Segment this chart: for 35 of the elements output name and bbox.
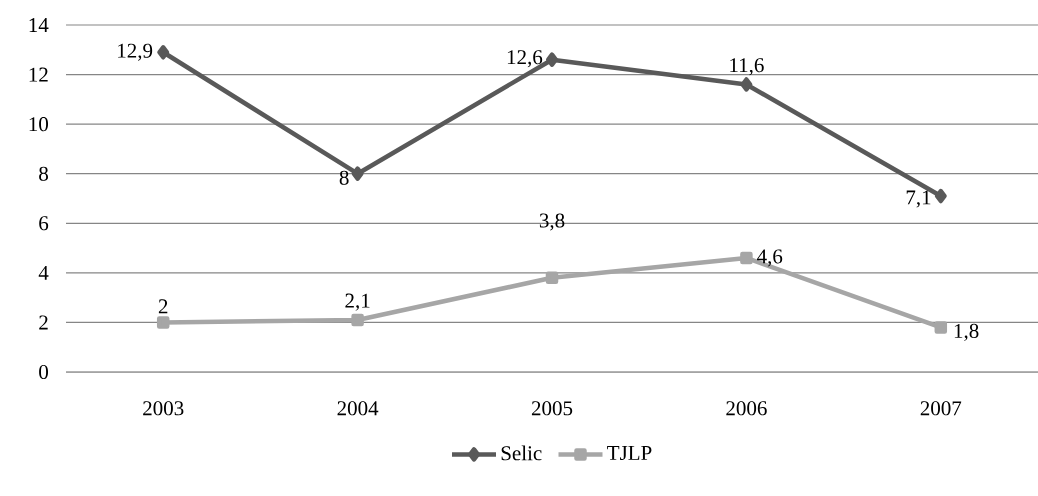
data-label: 7,1 [906, 190, 931, 208]
point [156, 316, 170, 329]
data-label: 11,6 [730, 58, 764, 76]
data-label: 4,6 [757, 249, 783, 267]
data-label: 1,8 [954, 323, 979, 341]
y-tick-label: 6 [39, 216, 49, 231]
point [934, 188, 947, 204]
point [157, 45, 170, 60]
y-tick-label: 4 [38, 265, 49, 280]
point [546, 52, 558, 67]
x-tick-label: 2004 [337, 401, 379, 416]
x-tick-label: 2005 [531, 401, 573, 416]
data-label: 2 [158, 299, 168, 314]
point [934, 321, 948, 334]
point [740, 251, 753, 265]
data-label: 2,1 [345, 293, 370, 311]
data-label: 3,8 [539, 213, 565, 231]
y-tick-label: 2 [39, 315, 48, 330]
x-tick-label: 2006 [726, 401, 767, 416]
x-tick-label: 2007 [920, 401, 962, 416]
point [351, 313, 364, 327]
x-tick-label: 2003 [143, 401, 184, 416]
y-tick-label: 14 [29, 18, 49, 32]
data-label: 12,9 [118, 43, 153, 61]
y-tick-label: 8 [39, 166, 49, 181]
point [351, 166, 364, 181]
data-label: 8 [339, 170, 349, 185]
legend-label: TJLP [607, 446, 652, 460]
point [545, 271, 559, 285]
y-tick-label: 12 [29, 67, 48, 82]
y-tick-label: 0 [39, 364, 49, 380]
legend-label: Selic [501, 445, 542, 461]
y-tick-label: 10 [29, 117, 49, 132]
data-label: 12,6 [507, 50, 543, 68]
point [740, 77, 753, 92]
